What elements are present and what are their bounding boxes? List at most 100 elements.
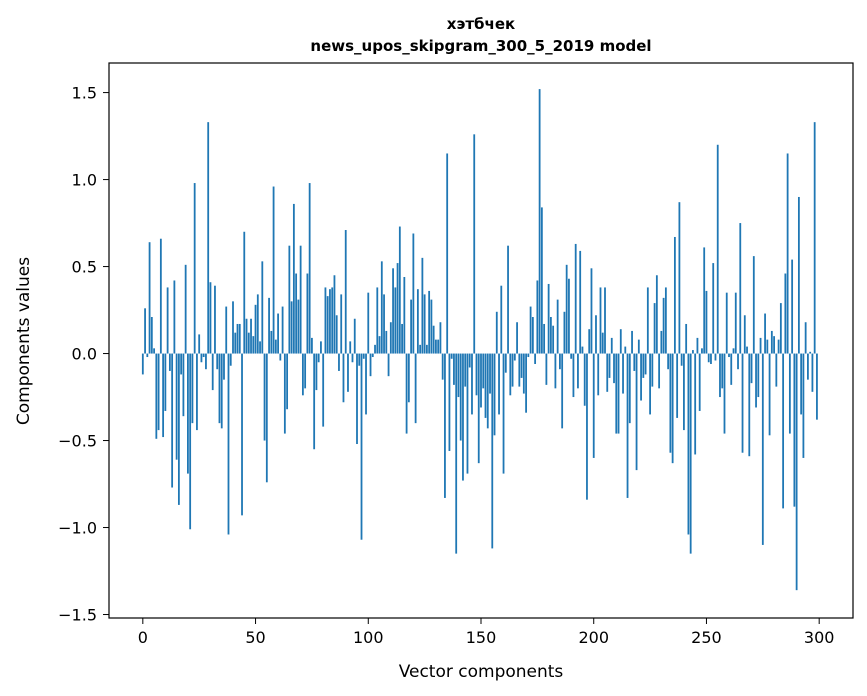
x-tick-label: 250 bbox=[691, 628, 722, 647]
bar-192 bbox=[574, 243, 577, 354]
bar-159 bbox=[500, 285, 503, 354]
bar-250 bbox=[705, 290, 708, 354]
bar-194 bbox=[579, 250, 582, 354]
bar-110 bbox=[389, 322, 392, 354]
bar-174 bbox=[534, 353, 537, 364]
bar-208 bbox=[610, 337, 613, 354]
bar-104 bbox=[376, 287, 379, 354]
y-tick-label: 0.5 bbox=[72, 258, 97, 277]
bar-190 bbox=[570, 353, 573, 359]
bar-58 bbox=[272, 186, 275, 354]
bar-153 bbox=[486, 353, 489, 429]
bar-127 bbox=[428, 290, 431, 354]
bar-15 bbox=[175, 353, 178, 460]
y-tick-label: −0.5 bbox=[58, 432, 97, 451]
bar-99 bbox=[365, 353, 367, 415]
bar-183 bbox=[554, 353, 557, 389]
bar-247 bbox=[698, 353, 701, 411]
bar-275 bbox=[761, 353, 764, 545]
bar-149 bbox=[477, 353, 480, 464]
bar-124 bbox=[421, 257, 424, 354]
bar-41 bbox=[234, 332, 237, 354]
bar-66 bbox=[290, 301, 293, 354]
bar-255 bbox=[716, 144, 719, 354]
bar-40 bbox=[232, 301, 234, 354]
bar-268 bbox=[746, 346, 748, 354]
bar-287 bbox=[788, 353, 791, 434]
bar-290 bbox=[795, 353, 798, 591]
bar-109 bbox=[387, 353, 390, 377]
bar-142 bbox=[462, 353, 464, 481]
bar-209 bbox=[613, 353, 615, 384]
bar-200 bbox=[592, 353, 595, 458]
bar-245 bbox=[694, 353, 697, 455]
bar-64 bbox=[286, 353, 289, 410]
bar-49 bbox=[252, 336, 255, 354]
bar-3 bbox=[148, 242, 151, 354]
bar-195 bbox=[581, 346, 584, 354]
x-tick-label: 100 bbox=[353, 628, 384, 647]
bar-24 bbox=[196, 353, 198, 431]
bar-155 bbox=[491, 353, 494, 549]
bar-117 bbox=[405, 353, 408, 434]
bar-284 bbox=[782, 353, 785, 509]
bar-298 bbox=[813, 122, 816, 354]
bar-93 bbox=[351, 353, 354, 363]
bar-179 bbox=[545, 353, 548, 385]
bar-233 bbox=[667, 353, 670, 370]
bar-136 bbox=[448, 353, 451, 451]
bar-18 bbox=[182, 353, 185, 417]
bar-79 bbox=[320, 341, 322, 354]
bar-246 bbox=[696, 337, 699, 354]
bar-85 bbox=[333, 275, 336, 354]
bar-22 bbox=[191, 353, 194, 424]
x-tick-label: 150 bbox=[466, 628, 497, 647]
bar-38 bbox=[227, 353, 230, 535]
bar-260 bbox=[728, 353, 730, 358]
bar-203 bbox=[599, 287, 602, 354]
bar-289 bbox=[793, 353, 796, 507]
bar-232 bbox=[664, 287, 667, 354]
bar-14 bbox=[173, 280, 176, 354]
x-tick-label: 50 bbox=[245, 628, 265, 647]
bar-266 bbox=[741, 353, 744, 453]
bar-293 bbox=[802, 353, 805, 458]
bar-242 bbox=[687, 353, 690, 535]
bar-47 bbox=[247, 332, 250, 354]
bar-137 bbox=[450, 353, 453, 359]
bar-50 bbox=[254, 304, 257, 354]
bar-248 bbox=[701, 348, 703, 354]
bar-35 bbox=[220, 353, 223, 429]
bar-158 bbox=[498, 353, 500, 415]
bar-239 bbox=[680, 353, 683, 366]
bar-17 bbox=[180, 353, 183, 375]
bar-178 bbox=[543, 323, 546, 354]
bar-34 bbox=[218, 353, 221, 424]
bar-222 bbox=[642, 353, 645, 378]
bar-111 bbox=[392, 268, 394, 354]
bar-0 bbox=[141, 353, 144, 375]
bar-165 bbox=[513, 353, 516, 361]
bar-112 bbox=[394, 287, 397, 354]
bar-80 bbox=[322, 353, 325, 427]
bar-86 bbox=[335, 315, 338, 354]
bar-97 bbox=[360, 353, 363, 540]
bar-91 bbox=[347, 353, 349, 392]
bar-285 bbox=[784, 273, 787, 354]
bar-42 bbox=[236, 323, 239, 354]
bar-67 bbox=[292, 203, 295, 354]
bar-221 bbox=[640, 353, 642, 401]
bar-294 bbox=[804, 322, 807, 354]
bar-244 bbox=[692, 350, 694, 354]
bar-272 bbox=[755, 353, 757, 408]
bar-71 bbox=[301, 353, 304, 396]
bar-98 bbox=[362, 353, 365, 359]
bar-151 bbox=[482, 353, 485, 389]
bar-100 bbox=[367, 292, 370, 354]
bar-61 bbox=[279, 353, 282, 361]
bar-264 bbox=[737, 353, 739, 370]
bar-68 bbox=[295, 273, 298, 354]
bar-163 bbox=[509, 353, 512, 396]
bar-201 bbox=[595, 315, 597, 354]
bar-51 bbox=[256, 294, 259, 354]
